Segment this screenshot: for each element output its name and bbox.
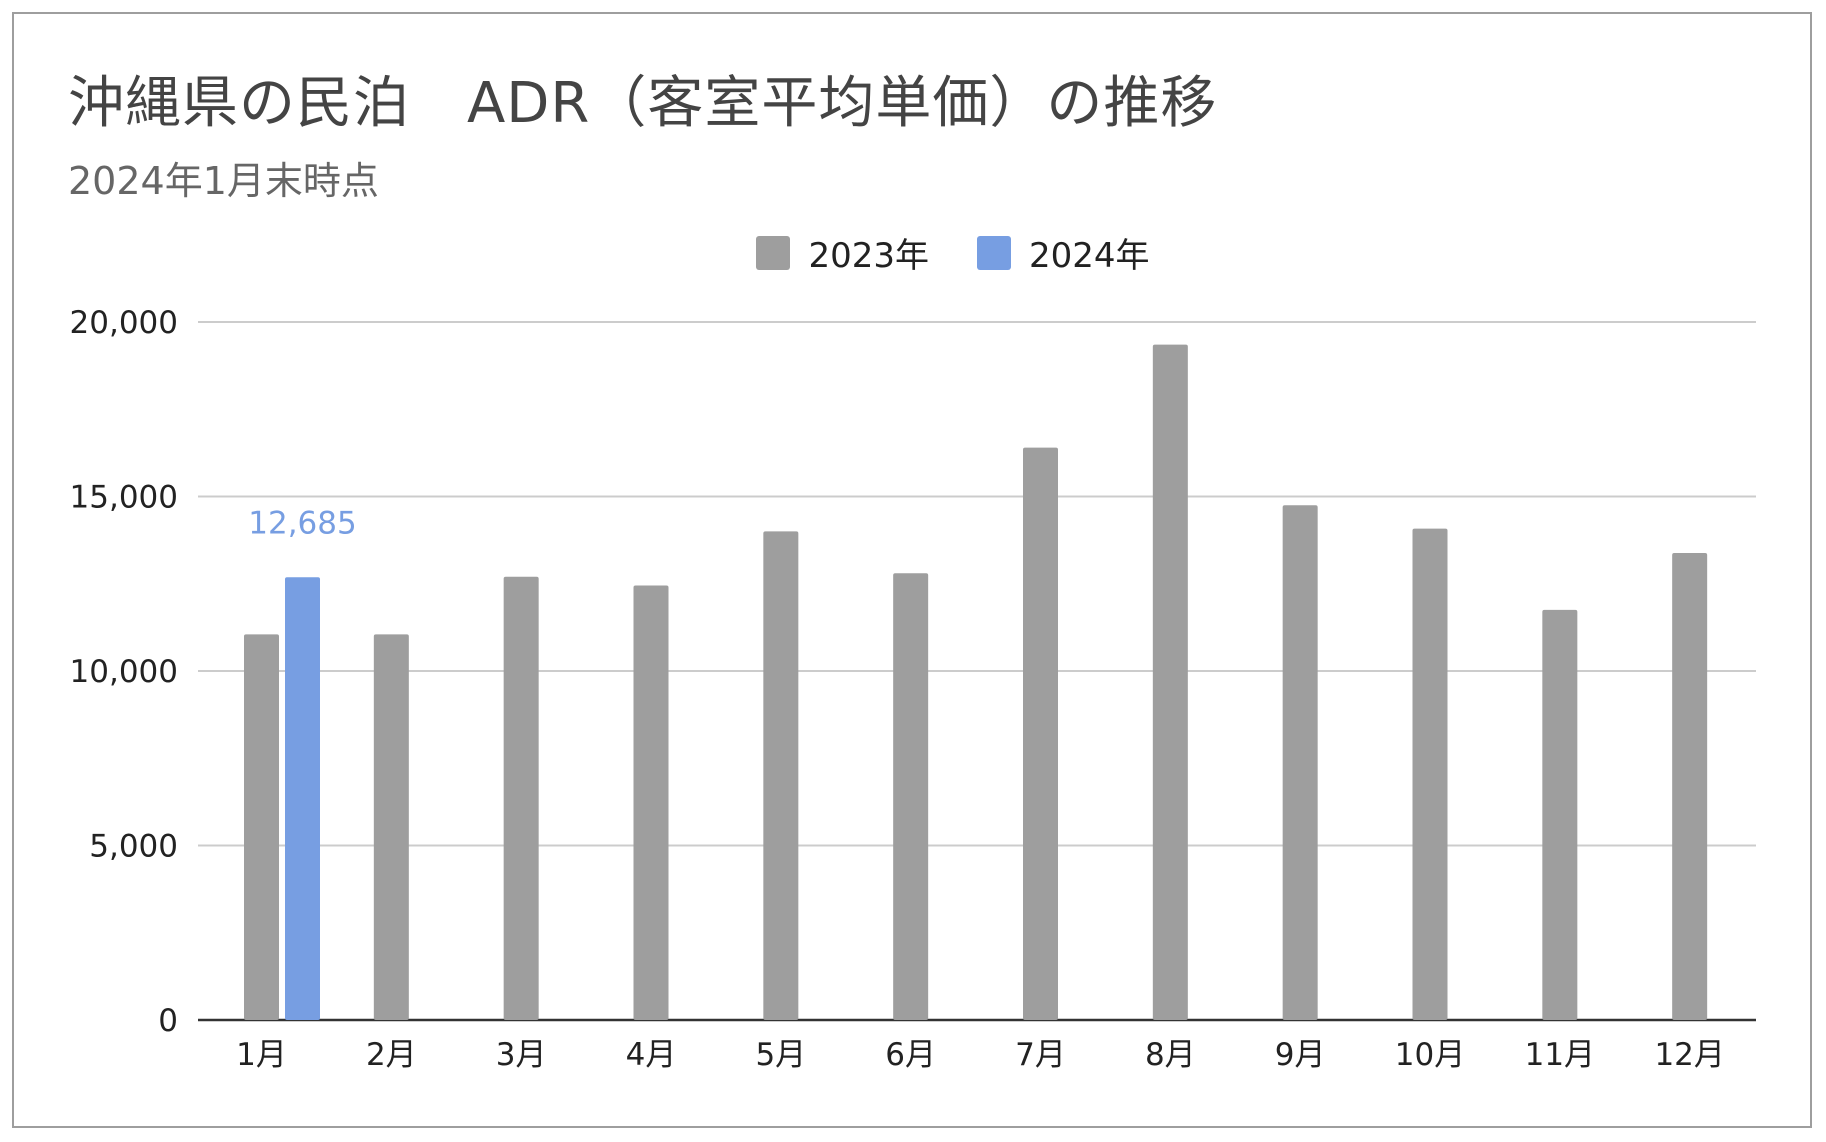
x-tick-label: 12月 bbox=[1654, 1037, 1724, 1073]
bar-2023年-3月[interactable] bbox=[503, 576, 539, 1020]
y-tick-label: 0 bbox=[158, 1003, 178, 1039]
x-axis-ticks: 1月 2月 3月 4月 5月 6月 7月 8月 9月 10月 11月 12月 bbox=[236, 1037, 1725, 1073]
bar-2023年-10月[interactable] bbox=[1412, 528, 1448, 1020]
x-tick-label: 7月 bbox=[1015, 1037, 1066, 1073]
bar-2023年-5月[interactable] bbox=[763, 531, 799, 1020]
bar-2023年-1月[interactable] bbox=[244, 634, 279, 1020]
data-label: 12,685 bbox=[248, 505, 356, 541]
chart-subtitle: 2024年1月末時点 bbox=[68, 159, 379, 203]
legend-swatch-2024 bbox=[977, 235, 1011, 270]
bars bbox=[244, 344, 1708, 1021]
legend-item-2023[interactable]: 2023年 bbox=[756, 228, 929, 277]
y-tick-label: 20,000 bbox=[70, 305, 178, 341]
x-tick-label: 11月 bbox=[1525, 1037, 1595, 1073]
bar-2023年-9月[interactable] bbox=[1282, 505, 1318, 1021]
chart-title: 沖縄県の民泊 ADR（客室平均単価）の推移 bbox=[68, 71, 1218, 136]
gridlines bbox=[198, 321, 1756, 1022]
bar-2023年-6月[interactable] bbox=[893, 573, 929, 1020]
bar-2023年-4月[interactable] bbox=[633, 585, 669, 1020]
bar-2023年-12月[interactable] bbox=[1672, 553, 1708, 1020]
x-tick-label: 9月 bbox=[1275, 1037, 1326, 1073]
y-axis-ticks: 0 5,000 10,000 15,000 20,000 bbox=[70, 305, 178, 1039]
x-tick-label: 4月 bbox=[626, 1037, 677, 1073]
bar-2023年-11月[interactable] bbox=[1542, 609, 1578, 1020]
legend-label-2024: 2024年 bbox=[1029, 236, 1150, 276]
legend-swatch-2023 bbox=[756, 235, 791, 270]
y-tick-label: 15,000 bbox=[70, 480, 178, 516]
data-labels: 12,685 bbox=[248, 505, 356, 541]
x-tick-label: 1月 bbox=[236, 1037, 287, 1073]
bar-2023年-7月[interactable] bbox=[1023, 447, 1058, 1020]
legend-label-2023: 2023年 bbox=[808, 236, 929, 276]
x-tick-label: 6月 bbox=[885, 1037, 936, 1073]
bar-2023年-8月[interactable] bbox=[1152, 344, 1188, 1020]
legend: 2023年 2024年 bbox=[0, 228, 1826, 277]
bar-2024年-1月[interactable] bbox=[285, 577, 320, 1020]
x-tick-label: 8月 bbox=[1145, 1037, 1196, 1073]
legend-item-2024[interactable]: 2024年 bbox=[977, 228, 1150, 277]
x-tick-label: 10月 bbox=[1395, 1037, 1465, 1073]
x-tick-label: 5月 bbox=[755, 1037, 806, 1073]
bar-2023年-2月[interactable] bbox=[373, 634, 409, 1020]
x-tick-label: 3月 bbox=[496, 1037, 547, 1073]
y-tick-label: 5,000 bbox=[89, 829, 178, 865]
y-tick-label: 10,000 bbox=[70, 654, 178, 690]
x-tick-label: 2月 bbox=[366, 1037, 417, 1073]
